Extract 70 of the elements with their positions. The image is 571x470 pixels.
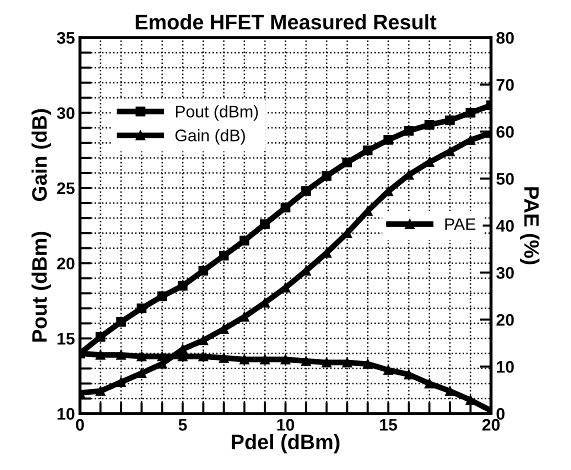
point xyxy=(116,377,126,387)
point xyxy=(96,332,106,342)
point xyxy=(466,135,476,145)
point xyxy=(301,356,311,366)
point xyxy=(404,370,414,380)
point xyxy=(96,350,106,360)
y-tick-label: 15 xyxy=(58,332,75,345)
point xyxy=(322,358,332,368)
point xyxy=(466,395,476,405)
y2-tick-label: 40 xyxy=(496,220,514,232)
legend-label: Gain (dB) xyxy=(175,129,245,145)
y-tick-label: 25 xyxy=(57,182,75,194)
x-tick-label: 20 xyxy=(482,418,500,431)
point xyxy=(218,250,229,261)
point xyxy=(466,108,476,118)
y2-tick-label: 20 xyxy=(496,314,514,326)
point xyxy=(178,280,188,291)
point xyxy=(445,386,455,396)
point xyxy=(322,171,332,181)
point xyxy=(445,146,455,156)
y-tick-label: 20 xyxy=(57,258,74,270)
y-tick-label: 10 xyxy=(58,408,74,420)
point xyxy=(116,350,126,360)
point xyxy=(404,126,414,136)
x-tick-label: 10 xyxy=(277,418,294,431)
y-tick-label: 35 xyxy=(56,32,75,44)
point xyxy=(342,158,352,168)
point xyxy=(116,316,126,327)
point xyxy=(96,386,106,396)
point xyxy=(445,115,455,126)
point xyxy=(157,291,168,302)
point xyxy=(280,354,290,364)
y2-tick-label: 50 xyxy=(496,173,514,185)
point xyxy=(240,354,250,364)
y2-tick-label: 70 xyxy=(496,79,514,91)
x-tick-label: 5 xyxy=(178,419,187,431)
point xyxy=(136,303,146,314)
point xyxy=(240,312,250,322)
chart-title: Emode HFET Measured Result xyxy=(136,14,436,30)
point xyxy=(136,368,146,378)
point xyxy=(383,135,394,145)
point xyxy=(383,365,394,375)
point xyxy=(362,359,373,369)
y2-tick-label: 30 xyxy=(496,267,514,279)
point xyxy=(260,354,270,364)
y-axis-title: Pout (dBm) Gain (dB) xyxy=(32,109,51,342)
x-axis-title: Pdel (dBm) xyxy=(232,434,340,454)
y2-tick-label: 10 xyxy=(496,361,514,373)
x-tick-label: 0 xyxy=(76,418,84,431)
point xyxy=(198,266,208,276)
point xyxy=(218,353,229,363)
point xyxy=(260,219,270,229)
y2-tick-label: 80 xyxy=(496,32,514,44)
point xyxy=(424,120,434,130)
point xyxy=(342,358,352,368)
point xyxy=(240,236,250,246)
y2-tick-label: 60 xyxy=(496,126,514,138)
point xyxy=(301,186,311,196)
point xyxy=(198,335,208,346)
point xyxy=(280,202,290,212)
legend-label: PAE xyxy=(445,218,476,230)
y2-tick-label: 0 xyxy=(496,408,505,420)
legend-label: Pout (dBm) xyxy=(176,105,258,121)
point xyxy=(362,146,373,156)
x-tick-label: 15 xyxy=(380,419,398,431)
point xyxy=(198,352,208,362)
point xyxy=(424,378,434,388)
y-tick-label: 30 xyxy=(56,107,74,120)
y2-axis-title: PAE (%) xyxy=(520,187,540,264)
point xyxy=(136,352,146,362)
